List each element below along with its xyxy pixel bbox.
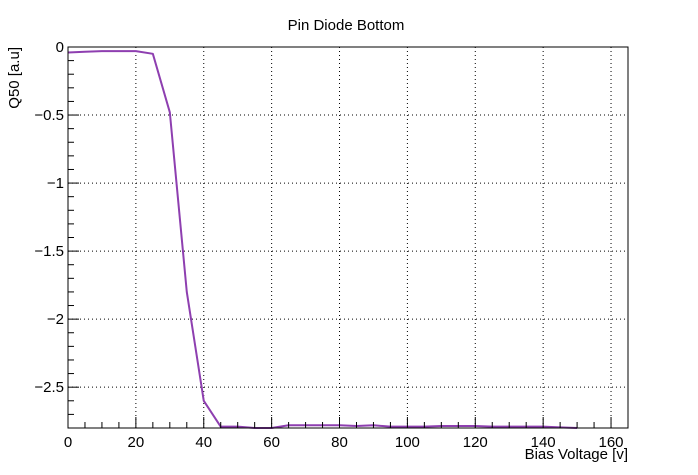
x-tick-label: 80 [331, 434, 348, 451]
x-tick-label: 60 [263, 434, 280, 451]
y-tick-label: −1 [47, 175, 64, 192]
x-tick-label: 0 [64, 434, 72, 451]
y-tick-label: −1.5 [34, 243, 64, 260]
axes: 0 20 40 60 80 100 120 140 160 0 −0.5 −1 −1.5 −2 −2.5 [34, 39, 629, 451]
y-tick-label: −2.5 [34, 379, 64, 396]
x-axis-label: Bias Voltage [v] [525, 446, 628, 463]
x-tick-label: 20 [128, 434, 145, 451]
y-tick-label: −2 [47, 311, 64, 328]
x-tick-label: 40 [195, 434, 212, 451]
x-tick-label: 140 [531, 434, 556, 451]
y-tick-label: 0 [56, 39, 64, 56]
x-tick-label: 120 [463, 434, 488, 451]
y-axis-label: Q50 [a.u] [6, 47, 23, 109]
y-tick-label: −0.5 [34, 107, 64, 124]
x-tick-label: 160 [599, 434, 624, 451]
x-tick-label: 100 [395, 434, 420, 451]
grid-lines [68, 47, 628, 428]
chart-title: Pin Diode Bottom [288, 17, 405, 34]
